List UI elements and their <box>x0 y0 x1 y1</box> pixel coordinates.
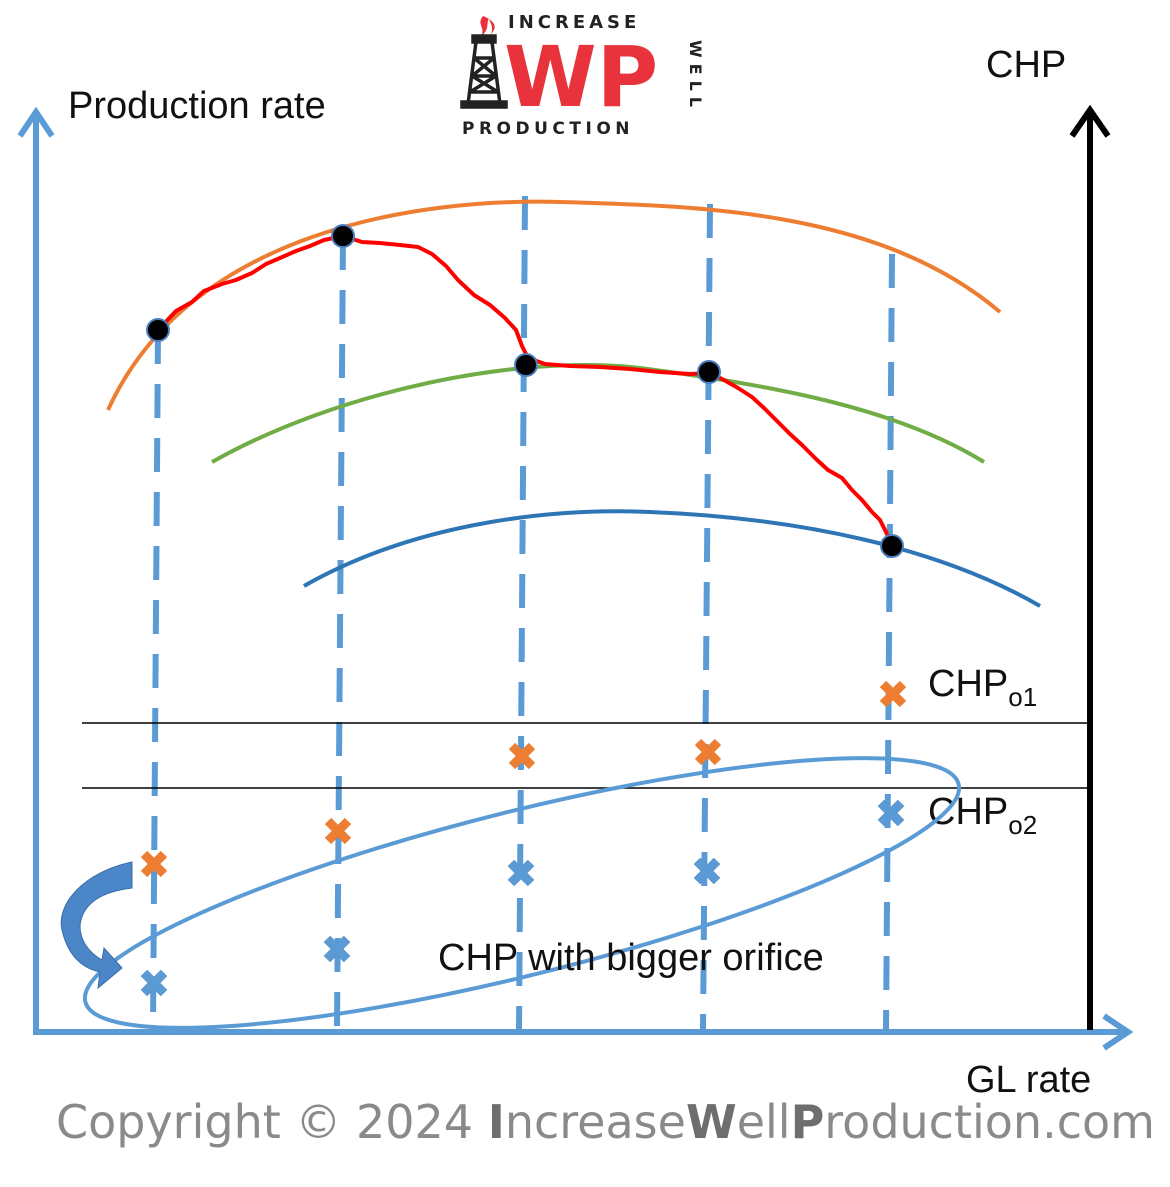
guide-line-4 <box>700 203 713 1031</box>
guide-line-3 <box>516 195 528 1031</box>
gas-flame-icon <box>480 16 495 36</box>
chp-o1-label: CHPo1 <box>928 663 1037 712</box>
orange-performance-curve <box>106 199 1002 411</box>
copyright-notice: Copyright © 2024 IncreaseWellProduction.… <box>56 1095 1155 1149</box>
green-performance-curve <box>211 363 986 464</box>
left-y-axis <box>17 106 55 1032</box>
logo-side-text: WELL <box>686 40 705 113</box>
derrick-icon <box>460 34 508 109</box>
operating-point-1 <box>146 318 170 342</box>
blue-marker-5 <box>881 803 901 823</box>
gl-rate-guides <box>150 195 895 1031</box>
right-axis-label: CHP <box>986 44 1066 86</box>
operating-point-4 <box>697 360 721 384</box>
logo: INCREASE WP PRODUCTION WELL <box>460 12 705 139</box>
curved-arrow-icon <box>60 861 133 990</box>
guide-line-1 <box>150 329 161 1029</box>
chp-o2-label: CHPo2 <box>928 791 1037 840</box>
operating-point-3 <box>514 353 538 377</box>
operating-point-5 <box>880 534 904 558</box>
left-axis-label: Production rate <box>68 85 326 127</box>
x-axis <box>33 1013 1134 1051</box>
guide-line-5 <box>883 253 895 1031</box>
logo-bottom-text: PRODUCTION <box>462 119 634 139</box>
logo-big-text: WP <box>504 28 658 126</box>
bigger-orifice-ellipse <box>82 756 962 1030</box>
bigger-orifice-annotation: CHP with bigger orifice <box>438 937 824 979</box>
logo-top-text: INCREASE <box>508 12 640 33</box>
operating-point-2 <box>331 224 355 248</box>
bottom-axis-label: GL rate <box>966 1059 1091 1101</box>
guide-line-2 <box>334 235 346 1029</box>
red-operating-path <box>156 234 894 547</box>
operating-points <box>146 224 904 558</box>
right-chp-axis <box>1069 104 1111 1030</box>
blue-performance-curve <box>303 509 1042 608</box>
